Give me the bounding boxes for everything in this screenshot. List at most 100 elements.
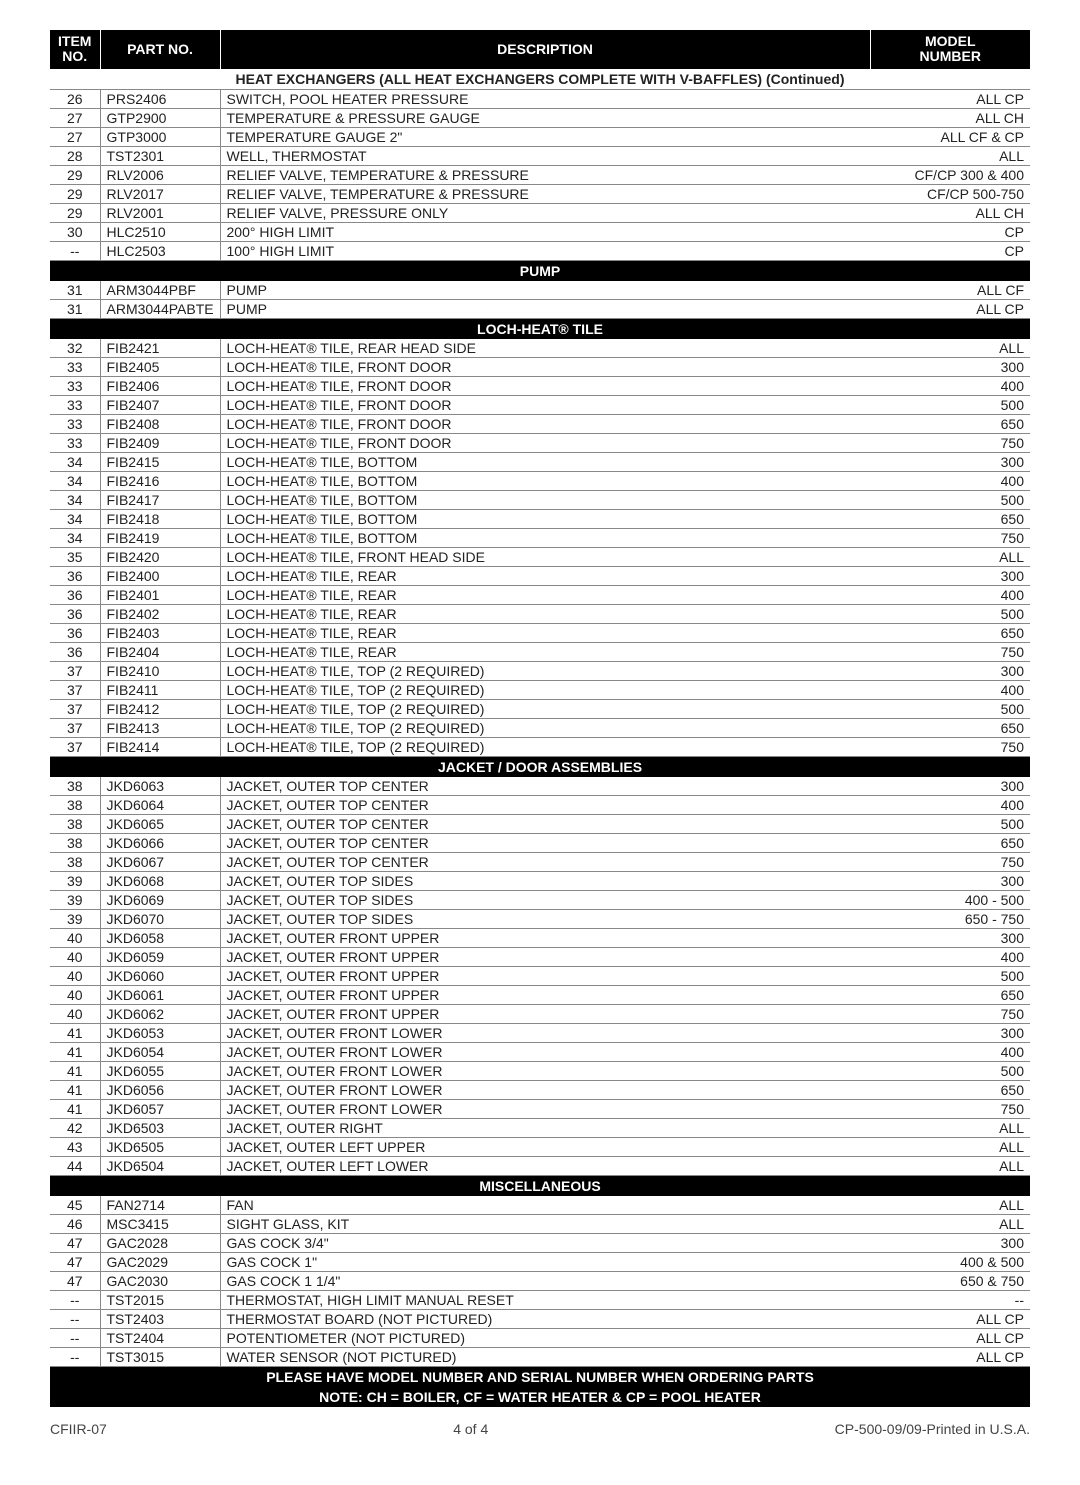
cell-part: TST3015 — [100, 1347, 220, 1366]
table-row: 44JKD6504JACKET, OUTER LEFT LOWERALL — [50, 1156, 1030, 1175]
cell-model: ALL — [870, 1214, 1030, 1233]
table-row: 36FIB2401LOCH-HEAT® TILE, REAR400 — [50, 585, 1030, 604]
cell-model: 650 — [870, 718, 1030, 737]
cell-item: 43 — [50, 1137, 100, 1156]
cell-model: 650 — [870, 623, 1030, 642]
table-row: --TST2403THERMOSTAT BOARD (NOT PICTURED)… — [50, 1309, 1030, 1328]
footer-right: CP-500-09/09-Printed in U.S.A. — [835, 1421, 1030, 1437]
table-row: 47GAC2029GAS COCK 1"400 & 500 — [50, 1252, 1030, 1271]
cell-item: 36 — [50, 623, 100, 642]
cell-desc: 200° HIGH LIMIT — [220, 222, 870, 241]
table-row: 33FIB2407LOCH-HEAT® TILE, FRONT DOOR500 — [50, 395, 1030, 414]
table-note: PLEASE HAVE MODEL NUMBER AND SERIAL NUMB… — [50, 1366, 1030, 1387]
cell-item: 31 — [50, 281, 100, 300]
cell-model: 300 — [870, 1023, 1030, 1042]
cell-desc: JACKET, OUTER FRONT UPPER — [220, 947, 870, 966]
cell-item: 33 — [50, 433, 100, 452]
table-row: --TST3015WATER SENSOR (NOT PICTURED)ALL … — [50, 1347, 1030, 1366]
table-row: 39JKD6068JACKET, OUTER TOP SIDES300 — [50, 871, 1030, 890]
cell-desc: LOCH-HEAT® TILE, BOTTOM — [220, 509, 870, 528]
cell-model: ALL CF — [870, 281, 1030, 300]
table-row: 27GTP2900TEMPERATURE & PRESSURE GAUGEALL… — [50, 108, 1030, 127]
cell-part: RLV2017 — [100, 184, 220, 203]
cell-item: 47 — [50, 1233, 100, 1252]
cell-part: PRS2406 — [100, 89, 220, 108]
cell-part: TST2404 — [100, 1328, 220, 1347]
cell-item: 38 — [50, 814, 100, 833]
table-row: 36FIB2404LOCH-HEAT® TILE, REAR750 — [50, 642, 1030, 661]
cell-desc: JACKET, OUTER TOP SIDES — [220, 890, 870, 909]
cell-item: 38 — [50, 852, 100, 871]
table-row: 38JKD6067JACKET, OUTER TOP CENTER750 — [50, 852, 1030, 871]
cell-model: -- — [870, 1290, 1030, 1309]
cell-desc: RELIEF VALVE, PRESSURE ONLY — [220, 203, 870, 222]
cell-item: 42 — [50, 1118, 100, 1137]
cell-part: FIB2415 — [100, 452, 220, 471]
cell-desc: WELL, THERMOSTAT — [220, 146, 870, 165]
cell-model: 650 - 750 — [870, 909, 1030, 928]
cell-model: 500 — [870, 604, 1030, 623]
cell-part: GAC2029 — [100, 1252, 220, 1271]
cell-part: JKD6060 — [100, 966, 220, 985]
cell-desc: WATER SENSOR (NOT PICTURED) — [220, 1347, 870, 1366]
cell-item: 38 — [50, 777, 100, 796]
table-row: 41JKD6056JACKET, OUTER FRONT LOWER650 — [50, 1080, 1030, 1099]
table-row: 31ARM3044PABTEPUMPALL CP — [50, 299, 1030, 318]
cell-part: HLC2510 — [100, 222, 220, 241]
cell-part: GTP2900 — [100, 108, 220, 127]
cell-desc: 100° HIGH LIMIT — [220, 241, 870, 260]
cell-model: ALL — [870, 547, 1030, 566]
table-row: 45FAN2714FANALL — [50, 1196, 1030, 1215]
cell-desc: LOCH-HEAT® TILE, TOP (2 REQUIRED) — [220, 737, 870, 756]
cell-model: 300 — [870, 1233, 1030, 1252]
cell-model: 500 — [870, 395, 1030, 414]
cell-item: -- — [50, 241, 100, 260]
cell-part: RLV2006 — [100, 165, 220, 184]
cell-part: FIB2400 — [100, 566, 220, 585]
section-header: MISCELLANEOUS — [50, 1175, 1030, 1196]
cell-model: ALL — [870, 339, 1030, 358]
table-row: 39JKD6069JACKET, OUTER TOP SIDES400 - 50… — [50, 890, 1030, 909]
cell-desc: LOCH-HEAT® TILE, REAR HEAD SIDE — [220, 339, 870, 358]
cell-part: FIB2403 — [100, 623, 220, 642]
table-row: 37FIB2412LOCH-HEAT® TILE, TOP (2 REQUIRE… — [50, 699, 1030, 718]
cell-desc: JACKET, OUTER TOP SIDES — [220, 871, 870, 890]
table-row: 34FIB2418LOCH-HEAT® TILE, BOTTOM650 — [50, 509, 1030, 528]
cell-part: FIB2420 — [100, 547, 220, 566]
cell-item: 46 — [50, 1214, 100, 1233]
table-row: 37FIB2411LOCH-HEAT® TILE, TOP (2 REQUIRE… — [50, 680, 1030, 699]
cell-part: JKD6053 — [100, 1023, 220, 1042]
table-row: 36FIB2403LOCH-HEAT® TILE, REAR650 — [50, 623, 1030, 642]
table-row: 32FIB2421LOCH-HEAT® TILE, REAR HEAD SIDE… — [50, 339, 1030, 358]
cell-desc: LOCH-HEAT® TILE, REAR — [220, 642, 870, 661]
cell-part: JKD6503 — [100, 1118, 220, 1137]
cell-desc: JACKET, OUTER TOP CENTER — [220, 795, 870, 814]
cell-model: CF/CP 300 & 400 — [870, 165, 1030, 184]
table-row: 41JKD6054JACKET, OUTER FRONT LOWER400 — [50, 1042, 1030, 1061]
cell-desc: PUMP — [220, 281, 870, 300]
table-row: 40JKD6058JACKET, OUTER FRONT UPPER300 — [50, 928, 1030, 947]
cell-desc: LOCH-HEAT® TILE, FRONT HEAD SIDE — [220, 547, 870, 566]
cell-item: 38 — [50, 795, 100, 814]
th-part: PART NO. — [100, 30, 220, 69]
cell-part: JKD6070 — [100, 909, 220, 928]
cell-model: 400 — [870, 795, 1030, 814]
cell-part: GTP3000 — [100, 127, 220, 146]
table-row: 34FIB2419LOCH-HEAT® TILE, BOTTOM750 — [50, 528, 1030, 547]
cell-item: 37 — [50, 718, 100, 737]
cell-model: ALL CF & CP — [870, 127, 1030, 146]
cell-item: 37 — [50, 661, 100, 680]
cell-desc: LOCH-HEAT® TILE, BOTTOM — [220, 452, 870, 471]
section-header: JACKET / DOOR ASSEMBLIES — [50, 756, 1030, 777]
cell-part: FIB2407 — [100, 395, 220, 414]
cell-desc: JACKET, OUTER TOP CENTER — [220, 852, 870, 871]
table-row: 46MSC3415SIGHT GLASS, KITALL — [50, 1214, 1030, 1233]
cell-model: 750 — [870, 528, 1030, 547]
cell-desc: LOCH-HEAT® TILE, TOP (2 REQUIRED) — [220, 699, 870, 718]
table-row: 37FIB2414LOCH-HEAT® TILE, TOP (2 REQUIRE… — [50, 737, 1030, 756]
cell-model: ALL CP — [870, 299, 1030, 318]
cell-model: 300 — [870, 566, 1030, 585]
th-desc: DESCRIPTION — [220, 30, 870, 69]
cell-part: FIB2412 — [100, 699, 220, 718]
cell-item: 36 — [50, 604, 100, 623]
